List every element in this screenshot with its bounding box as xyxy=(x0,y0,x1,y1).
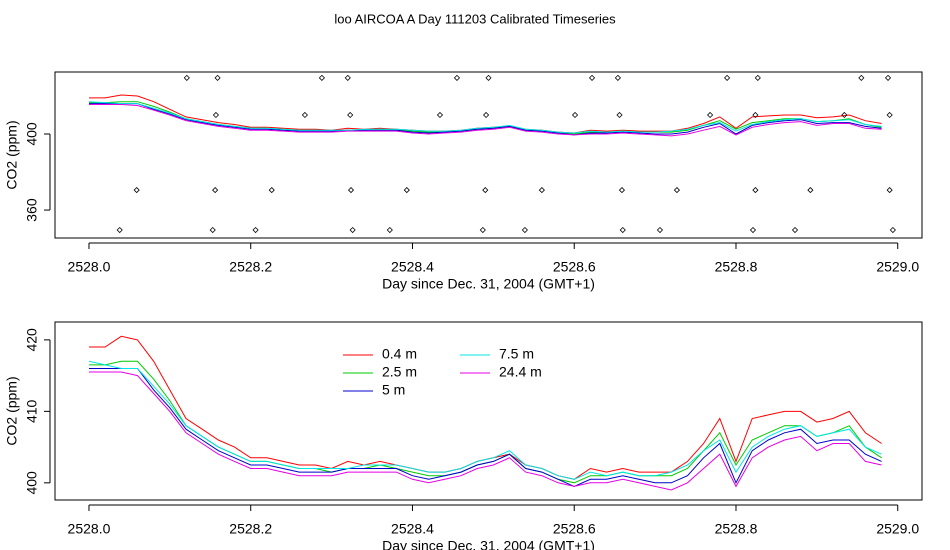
flag-point xyxy=(588,74,596,81)
y-tick-label: 400 xyxy=(24,122,40,146)
legend-label: 5 m xyxy=(382,382,405,398)
flag-point xyxy=(347,187,355,194)
flag-point xyxy=(212,111,220,119)
flag-point xyxy=(707,111,714,119)
flag-point xyxy=(616,111,623,119)
x-tick-label: 2528.4 xyxy=(391,259,434,275)
flag-point xyxy=(858,74,865,81)
series-line xyxy=(89,103,882,136)
series-line xyxy=(89,360,882,484)
flag-point xyxy=(886,187,893,194)
flag-point xyxy=(673,187,681,194)
flag-point xyxy=(252,226,259,234)
series-line xyxy=(89,368,882,487)
x-tick-label: 2528.4 xyxy=(391,521,434,537)
series-line xyxy=(89,371,882,491)
flag-point xyxy=(453,74,461,81)
flag-point xyxy=(889,226,896,234)
legend-label: 0.4 m xyxy=(382,346,417,362)
flag-point xyxy=(344,74,351,81)
flag-point xyxy=(485,74,492,81)
series-line xyxy=(88,101,882,134)
flag-point xyxy=(724,74,731,81)
x-tick-label: 2529.0 xyxy=(876,521,919,537)
flag-point xyxy=(791,226,799,234)
y-axis-label: CO2 (ppm) xyxy=(4,376,20,445)
flag-point xyxy=(386,226,393,234)
x-tick-label: 2528.2 xyxy=(229,521,272,537)
flag-point xyxy=(749,226,757,234)
y-tick-label: 400 xyxy=(24,471,40,495)
flag-point xyxy=(268,187,275,194)
flag-point xyxy=(482,187,489,194)
x-tick-label: 2528.0 xyxy=(68,521,111,537)
legend-label: 7.5 m xyxy=(499,346,534,362)
flag-point xyxy=(571,111,579,119)
flag-point xyxy=(209,226,216,234)
flag-point xyxy=(752,187,759,194)
flag-point xyxy=(483,111,490,119)
flag-point xyxy=(538,187,545,194)
flag-point xyxy=(183,74,190,81)
flag-point xyxy=(884,74,892,81)
series-line xyxy=(89,104,882,137)
flag-point xyxy=(618,187,626,194)
y-axis-label: CO2 (ppm) xyxy=(4,120,20,189)
x-axis-label: Day since Dec. 31, 2004 (GMT+1) xyxy=(382,276,595,292)
flag-point xyxy=(752,111,759,119)
x-tick-label: 2528.8 xyxy=(715,259,758,275)
flag-point xyxy=(403,187,410,194)
plot-box xyxy=(54,321,923,501)
flag-point xyxy=(133,187,140,194)
series-line xyxy=(89,335,882,480)
flag-point xyxy=(619,226,626,234)
flag-point xyxy=(656,226,664,234)
legend-label: 24.4 m xyxy=(499,364,542,380)
flag-point xyxy=(521,226,528,234)
plot-box xyxy=(54,71,923,239)
chart-title: loo AIRCOA A Day 111203 Calibrated Times… xyxy=(334,11,616,26)
x-tick-label: 2529.0 xyxy=(876,259,919,275)
x-tick-label: 2528.6 xyxy=(553,259,596,275)
flag-point xyxy=(214,74,221,81)
flag-point xyxy=(318,74,325,81)
flag-point xyxy=(212,187,219,194)
x-tick-label: 2528.6 xyxy=(553,521,596,537)
flag-point xyxy=(436,111,444,119)
x-tick-label: 2528.0 xyxy=(68,259,111,275)
flag-point xyxy=(116,226,123,234)
y-tick-label: 410 xyxy=(24,399,40,423)
flag-point xyxy=(479,226,486,234)
flag-point xyxy=(301,111,308,119)
flag-point xyxy=(886,111,893,119)
flag-point xyxy=(349,226,356,234)
y-tick-label: 420 xyxy=(24,328,40,352)
x-axis-label: Day since Dec. 31, 2004 (GMT+1) xyxy=(382,538,595,550)
flag-point xyxy=(347,111,354,119)
y-tick-label: 360 xyxy=(24,198,40,222)
flag-point xyxy=(841,111,848,119)
series-line xyxy=(88,360,882,480)
legend-label: 2.5 m xyxy=(382,364,417,380)
flag-point xyxy=(807,187,814,194)
flag-point xyxy=(754,74,761,81)
x-tick-label: 2528.2 xyxy=(229,259,272,275)
x-tick-label: 2528.8 xyxy=(715,521,758,537)
flag-point xyxy=(614,74,621,81)
